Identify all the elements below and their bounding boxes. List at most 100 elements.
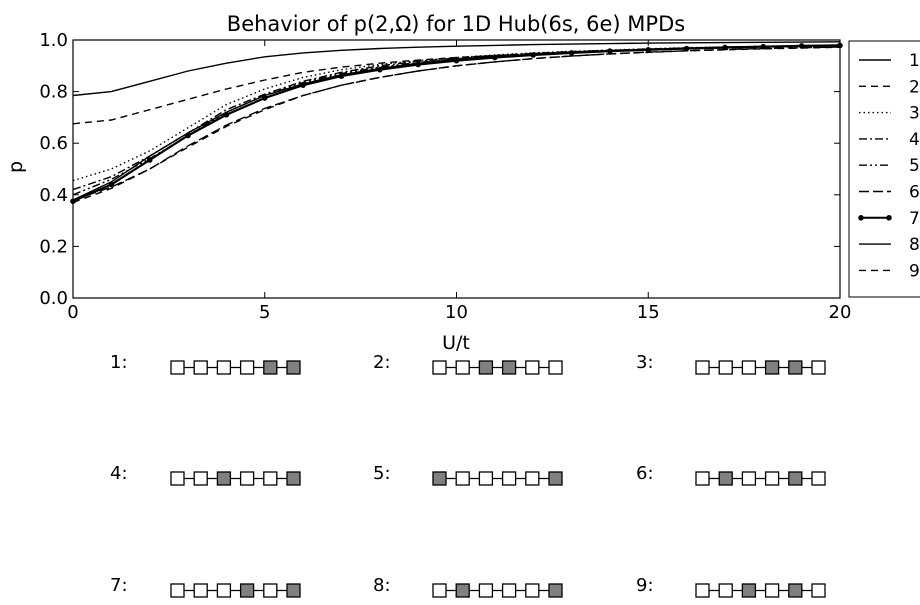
empty-site xyxy=(501,471,517,486)
occupied-site xyxy=(548,583,563,598)
empty-site xyxy=(811,471,826,486)
occupied-site xyxy=(286,583,301,598)
configuration-grid: 1: 2: 3: 4: 5: 6: 7: 8: 9: xyxy=(110,352,826,598)
legend-label-3: 3 xyxy=(909,104,920,124)
config-label: 5: xyxy=(373,463,391,484)
empty-site xyxy=(741,360,757,375)
legend-label-2: 2 xyxy=(909,77,920,97)
occupied-site xyxy=(788,360,803,375)
empty-site xyxy=(525,360,540,375)
legend-label-4: 4 xyxy=(909,130,920,150)
occupied-site xyxy=(788,583,803,598)
series-line-2 xyxy=(72,45,841,125)
empty-site xyxy=(764,471,780,486)
empty-site xyxy=(718,583,733,598)
series-line-5 xyxy=(72,45,841,196)
empty-site xyxy=(478,583,494,598)
empty-site xyxy=(478,471,494,486)
empty-site xyxy=(432,360,447,375)
empty-site xyxy=(695,471,710,486)
series-line-9 xyxy=(72,46,841,204)
occupied-site xyxy=(432,471,447,486)
occupied-site xyxy=(764,360,780,375)
chart-title: Behavior of p(2,Ω) for 1D Hub(6s, 6e) MP… xyxy=(227,12,685,36)
y-tick-label: 0.6 xyxy=(39,133,68,154)
config-label: 6: xyxy=(636,463,654,484)
empty-site xyxy=(239,360,255,375)
empty-site xyxy=(695,583,710,598)
plot-frame xyxy=(72,39,841,299)
x-tick-label: 10 xyxy=(445,302,468,323)
plot-area: 0 5 10 15 20 0.0 0.2 0.4 0.6 0.8 1.0 xyxy=(39,30,851,323)
series-line-8 xyxy=(72,44,841,201)
legend-label-8: 8 xyxy=(909,235,920,255)
empty-site xyxy=(811,360,826,375)
empty-site xyxy=(741,471,757,486)
empty-site xyxy=(193,583,208,598)
occupied-site xyxy=(548,471,563,486)
config-label: 4: xyxy=(110,463,128,484)
series-7-point xyxy=(146,157,153,163)
empty-site xyxy=(170,360,185,375)
series-line-4 xyxy=(72,44,841,191)
y-tick-label: 0.0 xyxy=(39,288,68,309)
empty-site xyxy=(455,471,470,486)
config-label: 1: xyxy=(110,352,128,373)
series-7-point xyxy=(492,54,498,61)
empty-site xyxy=(263,471,278,486)
y-tick-label: 1.0 xyxy=(39,30,68,51)
legend-label-5: 5 xyxy=(909,156,920,176)
series-line-7 xyxy=(72,44,841,203)
empty-site xyxy=(764,583,780,598)
empty-site xyxy=(239,471,255,486)
legend-box xyxy=(848,40,920,298)
legend-label-1: 1 xyxy=(909,51,920,71)
empty-site xyxy=(170,471,185,486)
empty-site xyxy=(455,360,470,375)
legend-label-6: 6 xyxy=(909,183,920,203)
series-line-1 xyxy=(72,41,841,97)
x-tick-label: 15 xyxy=(637,302,660,323)
config-label: 8: xyxy=(373,575,391,596)
empty-site xyxy=(432,583,447,598)
empty-site xyxy=(525,471,540,486)
y-tick-label: 0.8 xyxy=(39,82,68,103)
empty-site xyxy=(695,360,710,375)
config-label: 7: xyxy=(110,575,128,596)
empty-site xyxy=(170,583,185,598)
x-axis-label: U/t xyxy=(442,332,470,354)
occupied-site xyxy=(788,471,803,486)
empty-site xyxy=(216,360,232,375)
x-tick-label: 20 xyxy=(829,302,852,323)
x-tick-label: 0 xyxy=(67,302,78,323)
occupied-site xyxy=(718,471,733,486)
legend-marker xyxy=(858,215,864,221)
occupied-site xyxy=(263,360,278,375)
series-line-6 xyxy=(72,46,841,201)
occupied-site xyxy=(286,471,301,486)
empty-site xyxy=(193,360,208,375)
y-tick-label: 0.2 xyxy=(39,236,68,257)
y-axis-label: p xyxy=(5,161,27,173)
empty-site xyxy=(548,360,563,375)
config-label: 9: xyxy=(636,575,654,596)
x-tick-label: 5 xyxy=(259,302,270,323)
occupied-site xyxy=(741,583,757,598)
empty-site xyxy=(216,583,232,598)
legend-marker xyxy=(886,215,892,221)
legend-label-9: 9 xyxy=(909,261,920,281)
occupied-site xyxy=(478,360,494,375)
legend: 1 2 3 4 5 6 7 8 9 xyxy=(848,40,920,298)
empty-site xyxy=(501,583,517,598)
y-tick-label: 0.4 xyxy=(39,185,68,206)
config-label: 3: xyxy=(636,352,654,373)
empty-site xyxy=(811,583,826,598)
empty-site xyxy=(263,583,278,598)
config-label: 2: xyxy=(373,352,391,373)
occupied-site xyxy=(455,583,470,598)
occupied-site xyxy=(216,471,232,486)
empty-site xyxy=(525,583,540,598)
empty-site xyxy=(193,471,208,486)
occupied-site xyxy=(239,583,255,598)
